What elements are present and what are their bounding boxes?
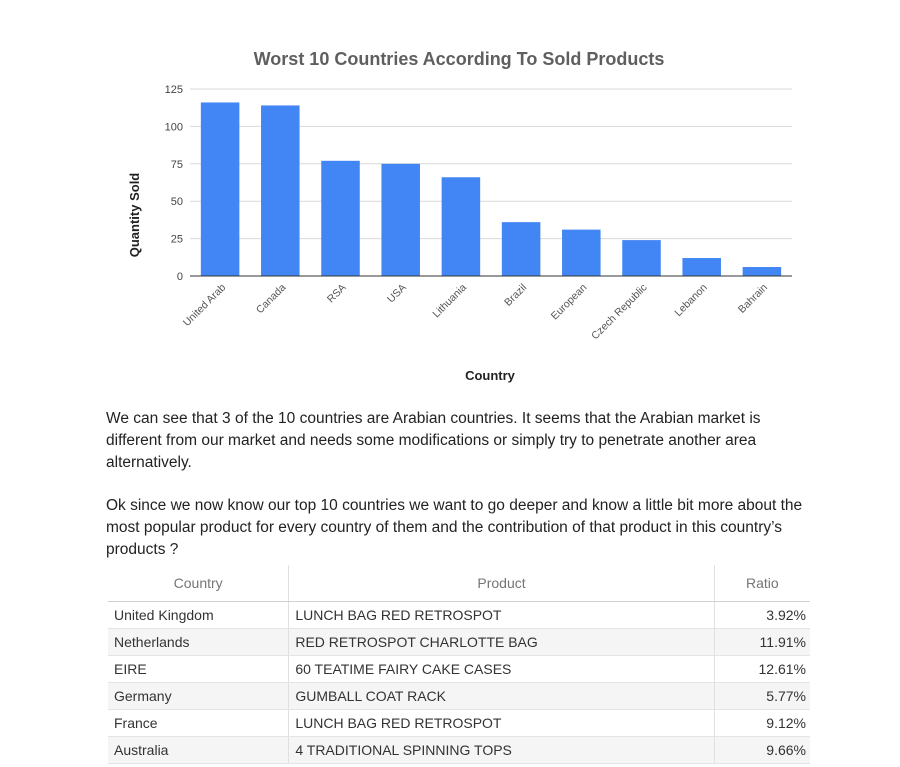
bar bbox=[261, 105, 300, 277]
cell-product: LUNCH BAG RED RETROSPOT bbox=[288, 709, 715, 737]
analysis-text: We can see that 3 of the 10 countries ar… bbox=[106, 408, 806, 583]
bar-chart: Worst 10 Countries According To Sold Pro… bbox=[127, 49, 792, 383]
bar bbox=[562, 229, 601, 276]
cell-country: Australia bbox=[108, 736, 290, 764]
cell-ratio: 3.92% bbox=[714, 601, 810, 629]
cell-ratio: 5.77% bbox=[714, 682, 810, 710]
x-tick-label: Brazil bbox=[502, 282, 529, 309]
x-tick-label: Canada bbox=[254, 282, 289, 317]
y-axis-ticks: 0 25 50 75 100 125 bbox=[165, 84, 183, 283]
x-tick-label: Bahrain bbox=[736, 282, 770, 316]
table-header-row: Country Product Ratio bbox=[108, 565, 810, 602]
y-axis-label: Quantity Sold bbox=[127, 173, 142, 258]
cell-ratio: 11.91% bbox=[714, 628, 810, 656]
cell-country: EIRE bbox=[108, 655, 290, 683]
header-product: Product bbox=[288, 565, 715, 602]
cell-ratio: 12.61% bbox=[714, 655, 810, 683]
table-row: United Kingdom LUNCH BAG RED RETROSPOT 3… bbox=[108, 601, 810, 629]
paragraph-popular-product: Ok since we now know our top 10 countrie… bbox=[106, 497, 803, 558]
table-row: Germany GUMBALL COAT RACK 5.77% bbox=[108, 682, 810, 710]
header-ratio: Ratio bbox=[714, 565, 810, 602]
y-tick-label: 0 bbox=[177, 271, 183, 283]
cell-country: France bbox=[108, 709, 290, 737]
cell-ratio: 9.66% bbox=[714, 736, 810, 764]
table-row: EIRE 60 TEATIME FAIRY CAKE CASES 12.61% bbox=[108, 655, 810, 683]
cell-product: 60 TEATIME FAIRY CAKE CASES bbox=[288, 655, 715, 683]
cell-product: RED RETROSPOT CHARLOTTE BAG bbox=[288, 628, 715, 656]
x-tick-label: European bbox=[549, 282, 590, 323]
cell-product: GUMBALL COAT RACK bbox=[288, 682, 715, 710]
bar bbox=[742, 267, 782, 276]
bars bbox=[200, 102, 782, 277]
header-country: Country bbox=[108, 565, 290, 602]
paragraph-arabian-market: We can see that 3 of the 10 countries ar… bbox=[106, 410, 761, 471]
y-tick-label: 75 bbox=[171, 159, 183, 171]
bar bbox=[200, 102, 240, 277]
bar bbox=[321, 160, 360, 276]
cell-product: LUNCH BAG RED RETROSPOT bbox=[288, 601, 715, 629]
x-tick-label: USA bbox=[385, 282, 409, 306]
popular-product-table: Country Product Ratio United Kingdom LUN… bbox=[108, 565, 810, 764]
y-tick-label: 25 bbox=[171, 234, 183, 246]
x-tick-label: United Arab bbox=[181, 282, 228, 329]
bar bbox=[501, 222, 541, 276]
y-tick-label: 125 bbox=[165, 84, 183, 96]
table-row: France LUNCH BAG RED RETROSPOT 9.12% bbox=[108, 709, 810, 737]
x-tick-label: RSA bbox=[325, 282, 349, 306]
bar bbox=[682, 258, 721, 276]
bar bbox=[441, 177, 481, 276]
y-tick-label: 100 bbox=[165, 121, 183, 133]
cell-country: United Kingdom bbox=[108, 601, 290, 629]
cell-ratio: 9.12% bbox=[714, 709, 810, 737]
x-tick-label: Lithuania bbox=[430, 282, 469, 321]
cell-product: 4 TRADITIONAL SPINNING TOPS bbox=[288, 736, 715, 764]
x-tick-label: Lebanon bbox=[672, 282, 710, 320]
x-axis-label: Country bbox=[465, 368, 516, 383]
cell-country: Netherlands bbox=[108, 628, 290, 656]
table-row: Australia 4 TRADITIONAL SPINNING TOPS 9.… bbox=[108, 736, 810, 764]
chart-title: Worst 10 Countries According To Sold Pro… bbox=[254, 49, 665, 69]
bar bbox=[381, 163, 420, 276]
x-axis-ticks: United Arab Canada RSA USA Lithuania Brazil Eu… bbox=[181, 282, 770, 343]
cell-country: Germany bbox=[108, 682, 290, 710]
x-tick-label: Czech Republic bbox=[589, 282, 649, 342]
y-tick-label: 50 bbox=[171, 196, 183, 208]
table-row: Netherlands RED RETROSPOT CHARLOTTE BAG … bbox=[108, 628, 810, 656]
bar bbox=[622, 240, 661, 276]
